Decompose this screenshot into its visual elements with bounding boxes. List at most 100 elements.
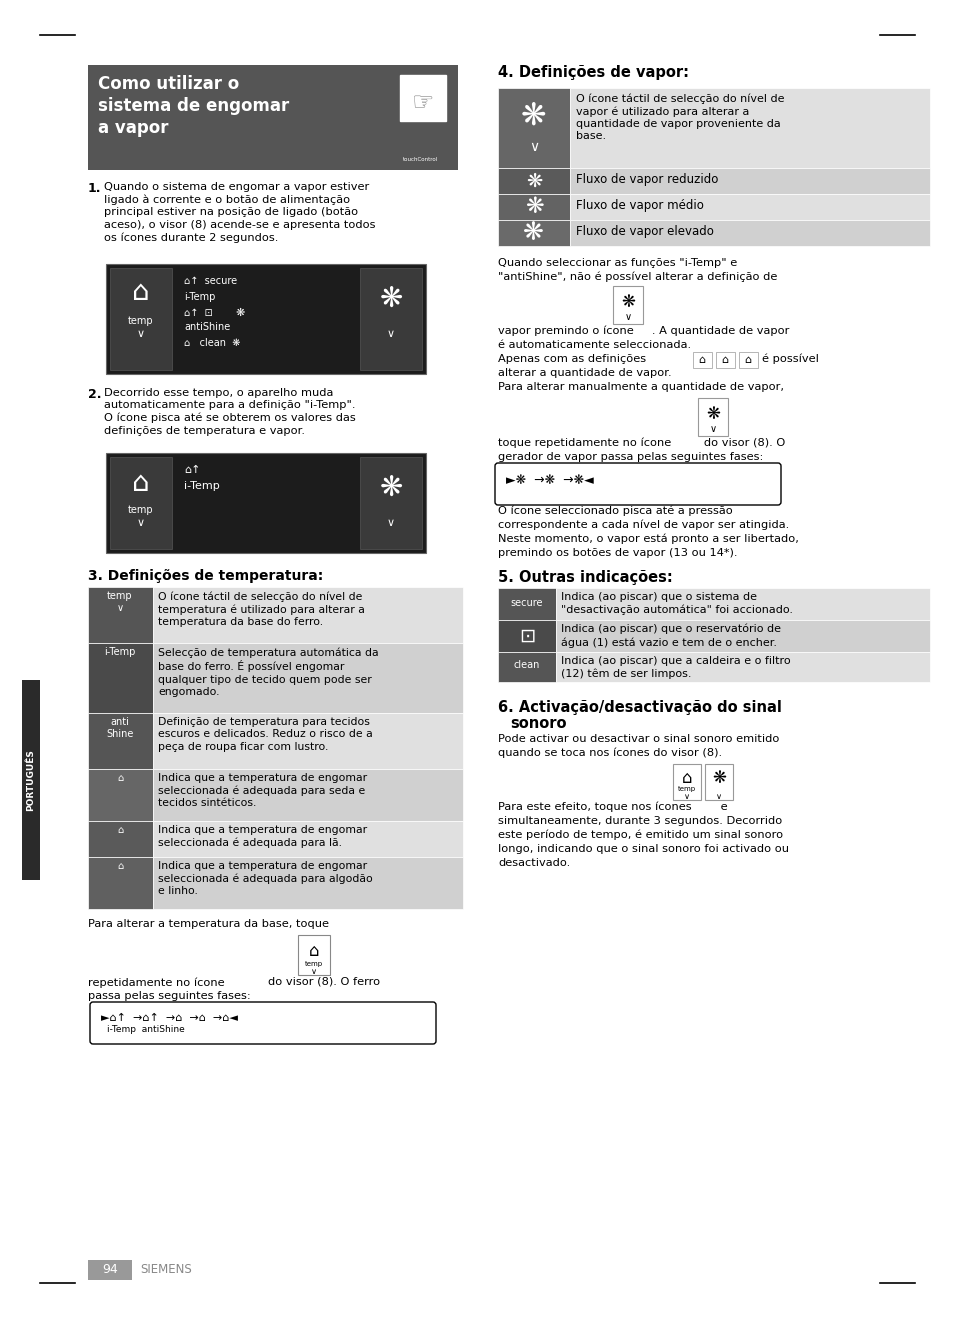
Bar [88, 768, 152, 821]
Text: sistema de engomar: sistema de engomar [98, 98, 289, 115]
Bar [692, 352, 711, 368]
Bar [88, 65, 457, 170]
Text: i-Temp  antiShine: i-Temp antiShine [107, 1025, 185, 1035]
Text: simultaneamente, durante 3 segundos. Decorrido: simultaneamente, durante 3 segundos. Dec… [497, 816, 781, 826]
Text: ⌂↑: ⌂↑ [184, 465, 200, 474]
Text: Indica que a temperatura de engomar
seleccionada é adequada para lã.: Indica que a temperatura de engomar sele… [158, 825, 367, 847]
Text: ∨: ∨ [715, 792, 721, 801]
Text: Quando o sistema de engomar a vapor estiver
ligado à corrente e o botão de alime: Quando o sistema de engomar a vapor esti… [104, 182, 375, 243]
Text: longo, indicando que o sinal sonoro foi activado ou: longo, indicando que o sinal sonoro foi … [497, 844, 788, 854]
Text: alterar a quantidade de vapor.: alterar a quantidade de vapor. [497, 368, 671, 378]
Text: ❋: ❋ [711, 768, 725, 787]
Text: ⌂: ⌂ [117, 825, 123, 836]
Bar [569, 220, 929, 246]
Bar [152, 857, 462, 909]
Bar [569, 194, 929, 220]
Text: secure: secure [510, 598, 542, 608]
Bar [297, 934, 330, 975]
Bar [359, 268, 421, 370]
Bar [497, 167, 569, 194]
Text: ⌂: ⌂ [132, 278, 150, 306]
Text: ∨: ∨ [624, 312, 631, 322]
Text: temp: temp [128, 316, 153, 326]
Text: Decorrido esse tempo, o aparelho muda
automaticamente para a definição "i-Temp".: Decorrido esse tempo, o aparelho muda au… [104, 387, 355, 436]
Text: ∨: ∨ [311, 967, 316, 977]
Text: Pode activar ou desactivar o sinal sonoro emitido: Pode activar ou desactivar o sinal sonor… [497, 734, 779, 743]
Text: ❋: ❋ [705, 405, 720, 423]
Text: O ícone táctil de selecção do nível de
vapor é utilizado para alterar a
quantida: O ícone táctil de selecção do nível de v… [576, 94, 783, 141]
Text: ⌂: ⌂ [681, 768, 692, 787]
Text: ⌂: ⌂ [720, 355, 728, 365]
Text: ⌂: ⌂ [132, 469, 150, 497]
Text: ⌂: ⌂ [309, 942, 319, 960]
Text: ❋: ❋ [525, 171, 541, 191]
Text: Para alterar a temperatura da base, toque: Para alterar a temperatura da base, toqu… [88, 919, 329, 929]
Text: do visor (8). O ferro: do visor (8). O ferro [268, 977, 379, 987]
Text: é possível: é possível [761, 355, 818, 365]
Text: 4. Definições de vapor:: 4. Definições de vapor: [497, 65, 688, 80]
Bar [110, 268, 172, 370]
Text: ∨: ∨ [387, 330, 395, 339]
FancyBboxPatch shape [495, 463, 781, 505]
Text: toque repetidamente no ícone         do visor (8). O: toque repetidamente no ícone do visor (8… [497, 438, 784, 448]
Text: Neste momento, o vapor está pronto a ser libertado,: Neste momento, o vapor está pronto a ser… [497, 534, 798, 544]
Bar [88, 713, 152, 768]
Text: SIEMENS: SIEMENS [140, 1263, 192, 1276]
Text: quando se toca nos ícones do visor (8).: quando se toca nos ícones do visor (8). [497, 749, 721, 758]
Text: ⌂: ⌂ [117, 861, 123, 871]
Bar [22, 680, 40, 880]
Text: 5. Outras indicações:: 5. Outras indicações: [497, 569, 672, 585]
Text: O ícone seleccionado pisca até a pressão: O ícone seleccionado pisca até a pressão [497, 506, 732, 517]
Text: 6. Activação/desactivação do sinal: 6. Activação/desactivação do sinal [497, 700, 781, 714]
Bar [613, 286, 642, 324]
Text: 1.: 1. [88, 182, 101, 195]
Text: Quando seleccionar as funções "i-Temp" e: Quando seleccionar as funções "i-Temp" e [497, 258, 737, 268]
Text: antiShine: antiShine [184, 322, 230, 332]
Text: ☞: ☞ [412, 91, 434, 115]
Text: clean: clean [514, 660, 539, 670]
Text: ⌂↑  secure: ⌂↑ secure [184, 275, 237, 286]
Bar [152, 587, 462, 643]
Text: ►❋  →❋  →❋◄: ►❋ →❋ →❋◄ [505, 474, 593, 486]
Text: anti
Shine: anti Shine [106, 717, 133, 739]
Text: Apenas com as definições: Apenas com as definições [497, 355, 645, 364]
Bar [556, 652, 929, 681]
Text: i-Temp: i-Temp [104, 647, 135, 656]
Bar [497, 88, 569, 167]
Text: sonoro: sonoro [510, 716, 566, 731]
Text: ❋: ❋ [379, 474, 402, 502]
Text: repetidamente no ícone: repetidamente no ícone [88, 977, 224, 987]
Bar [556, 588, 929, 619]
Bar [359, 457, 421, 550]
Text: ⌂   clean  ❋: ⌂ clean ❋ [184, 337, 240, 348]
Text: ❋: ❋ [523, 221, 544, 245]
Bar [497, 194, 569, 220]
Text: 2.: 2. [88, 387, 101, 401]
Text: Indica que a temperatura de engomar
seleccionada é adequada para algodão
e linho: Indica que a temperatura de engomar sele… [158, 861, 373, 896]
Text: Indica (ao piscar) que o sistema de
"desactivação automática" foi accionado.: Indica (ao piscar) que o sistema de "des… [560, 592, 792, 616]
Text: Fluxo de vapor elevado: Fluxo de vapor elevado [576, 225, 713, 239]
Text: O ícone táctil de selecção do nível de
temperatura é utilizado para alterar a
te: O ícone táctil de selecção do nível de t… [158, 590, 364, 627]
Text: 3. Definições de temperatura:: 3. Definições de temperatura: [88, 569, 323, 583]
Bar [497, 619, 556, 652]
Text: Indica que a temperatura de engomar
seleccionada é adequada para seda e
tecidos : Indica que a temperatura de engomar sele… [158, 772, 367, 808]
Text: ∨: ∨ [528, 140, 538, 154]
Text: touchControl: touchControl [402, 157, 437, 162]
Text: este período de tempo, é emitido um sinal sonoro: este período de tempo, é emitido um sina… [497, 830, 782, 841]
Text: "antiShine", não é possível alterar a definição de: "antiShine", não é possível alterar a de… [497, 272, 777, 282]
Text: ⌂↑  ⊡: ⌂↑ ⊡ [184, 308, 213, 318]
Text: ❋: ❋ [620, 293, 635, 311]
Bar [497, 652, 556, 681]
Text: vapor premindo o ícone     . A quantidade de vapor: vapor premindo o ícone . A quantidade de… [497, 326, 788, 336]
Text: ∨: ∨ [137, 518, 145, 529]
Text: Como utilizar o: Como utilizar o [98, 75, 239, 94]
Bar [497, 220, 569, 246]
Text: ∨: ∨ [709, 424, 716, 434]
Text: PORTUGUÊS: PORTUGUÊS [27, 749, 35, 811]
Bar [88, 857, 152, 909]
Text: ⌂: ⌂ [117, 772, 123, 783]
Bar [556, 619, 929, 652]
Bar [88, 643, 152, 713]
Text: ∨: ∨ [683, 792, 689, 801]
Bar [110, 457, 172, 550]
